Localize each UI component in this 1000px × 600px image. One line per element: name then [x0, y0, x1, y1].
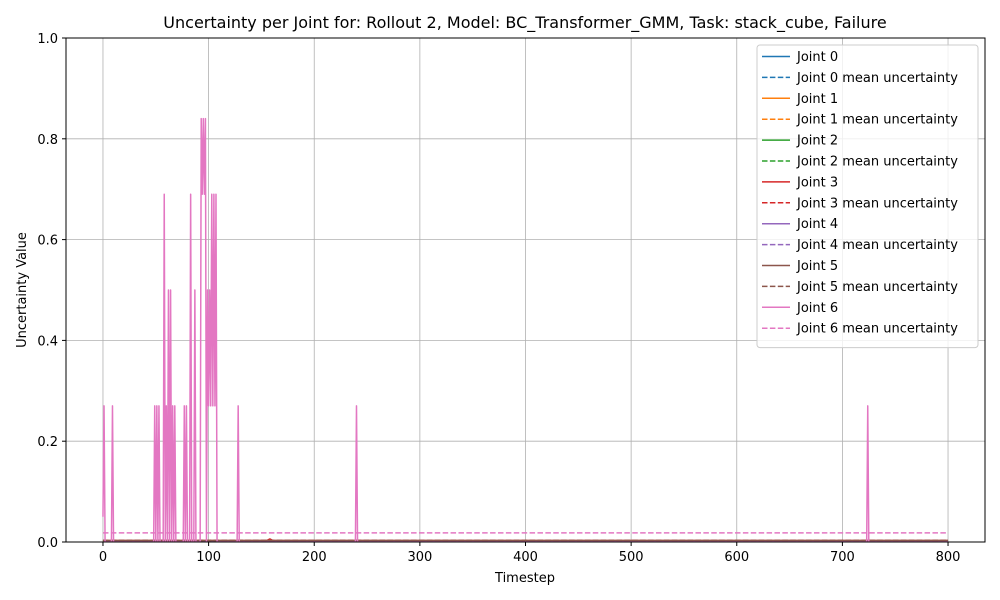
legend-label: Joint 6	[796, 301, 838, 316]
legend-label: Joint 4 mean uncertainty	[796, 238, 958, 253]
x-tick-label: 500	[619, 550, 644, 565]
x-tick-label: 400	[513, 550, 538, 565]
y-tick-label: 1.0	[37, 32, 58, 47]
legend-box	[756, 44, 979, 349]
legend: Joint 0 Joint 0 mean uncertainty Joint 1 Jo…	[756, 44, 979, 349]
legend-label: Joint 2	[796, 134, 838, 149]
axis-ticks: 0 100 200 300 400 500 600 700 800 0.0 0.2 0.4 0.6 0.8…	[37, 32, 960, 565]
legend-label: Joint 3	[796, 175, 838, 190]
legend-label: Joint 0 mean uncertainty	[796, 71, 958, 86]
x-tick-label: 800	[936, 550, 961, 565]
series-layer	[102, 117, 949, 542]
x-tick-label: 300	[407, 550, 432, 565]
series-line-joint-6	[102, 117, 949, 542]
y-tick-label: 0.0	[37, 536, 58, 551]
legend-label: Joint 1 mean uncertainty	[796, 113, 958, 128]
legend-label: Joint 5 mean uncertainty	[796, 280, 958, 295]
legend-label: Joint 5	[796, 259, 838, 274]
chart-title: Uncertainty per Joint for: Rollout 2, Mo…	[163, 13, 886, 33]
y-axis-label: Uncertainty Value	[15, 232, 30, 348]
x-tick-label: 600	[724, 550, 749, 565]
x-tick-label: 100	[196, 550, 221, 565]
x-tick-label: 700	[830, 550, 855, 565]
y-tick-label: 0.8	[37, 133, 58, 148]
y-tick-label: 0.4	[37, 334, 58, 349]
legend-label: Joint 0	[796, 50, 838, 65]
x-tick-label: 0	[99, 550, 107, 565]
y-tick-label: 0.2	[37, 435, 58, 450]
legend-label: Joint 6 mean uncertainty	[796, 322, 958, 337]
series-group	[102, 117, 949, 542]
y-tick-label: 0.6	[37, 234, 58, 249]
legend-label: Joint 4	[796, 217, 838, 232]
legend-label: Joint 2 mean uncertainty	[796, 155, 958, 170]
x-tick-label: 200	[302, 550, 327, 565]
legend-label: Joint 1	[796, 92, 838, 107]
legend-label: Joint 3 mean uncertainty	[796, 196, 958, 211]
x-axis-label: Timestep	[494, 571, 555, 586]
